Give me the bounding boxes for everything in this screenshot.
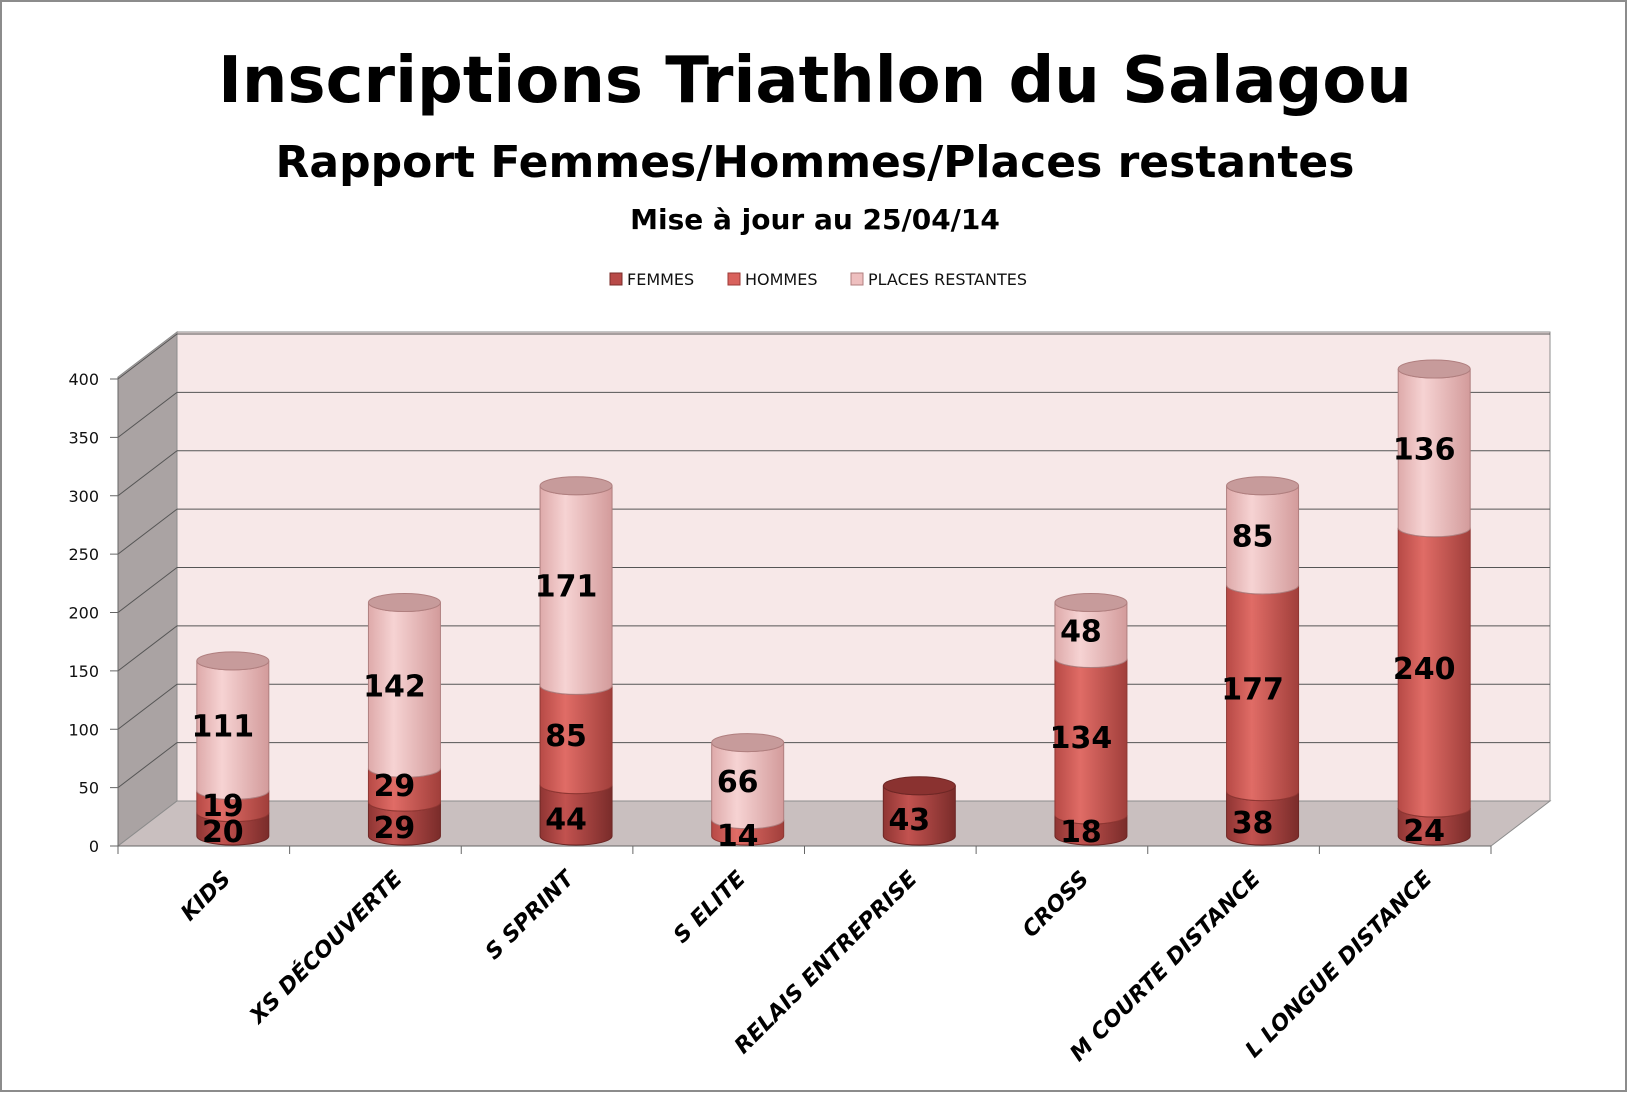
bar-top [539,476,613,496]
legend-swatch-femmes [609,272,623,286]
y-tick-label: 50 [79,779,99,798]
x-tick-label: XS DÉCOUVERTE [243,866,407,1030]
bar-top [882,776,956,796]
gridline-side [117,508,178,555]
legend-label-hommes: HOMMES [745,270,818,289]
bar-top [196,651,270,671]
x-tick-label: L LONGUE DISTANCE [1241,867,1437,1063]
bar-segment [196,651,270,800]
chart-update-date: Mise à jour au 25/04/14 [630,203,1000,236]
data-label: 24 [1403,814,1445,849]
y-tick-label: 150 [68,662,99,681]
data-label: 48 [1060,615,1102,650]
bar-segment [711,733,785,830]
data-label: 134 [1050,721,1113,756]
data-label: 85 [1232,519,1274,554]
bar-top [1397,359,1471,379]
data-label: 171 [535,570,598,605]
bar-top [367,593,441,612]
x-tick-label: RELAIS ENTREPRISE [730,867,923,1060]
data-label: 19 [202,789,244,824]
data-label: 111 [192,710,255,745]
gridline-side [117,742,178,789]
data-label: 18 [1060,815,1102,850]
gridlines [117,333,1550,789]
gridline-side [117,450,178,497]
data-label: 136 [1393,432,1456,467]
data-label: 142 [363,669,426,704]
legend: FEMMES HOMMES PLACES RESTANTES [609,270,1027,289]
legend-swatch-hommes [727,272,741,286]
data-label: 66 [717,765,759,800]
data-label: 29 [374,769,416,804]
bar-segment [367,593,441,778]
bar-segment [1054,593,1128,669]
data-label: 38 [1232,806,1274,841]
gridline-side [117,391,178,438]
data-label: 177 [1221,672,1284,707]
y-tick-label: 0 [89,837,99,856]
chart-subtitle: Rapport Femmes/Hommes/Places restantes [276,137,1355,188]
y-tick-label: 400 [68,370,99,389]
legend-swatch-places-restantes [850,272,864,286]
floor [116,800,1552,847]
data-label: 240 [1393,652,1456,687]
bar-top [1054,593,1128,612]
y-tick-label: 250 [68,545,99,564]
data-label: 85 [545,719,587,754]
bar-segment [882,776,956,846]
y-axis: 0 50 100 150 200 250 300 350 400 [68,370,119,856]
x-tick-label: M COURTE DISTANCE [1066,867,1266,1067]
gridline-side [117,625,178,672]
bar-segment [539,476,613,695]
legend-label-places-restantes: PLACES RESTANTES [868,270,1027,289]
bar-segment [1397,359,1471,538]
y-tick-label: 350 [68,428,99,447]
chart-title: Inscriptions Triathlon du Salagou [218,44,1412,118]
x-tick-label: S SPRINT [481,865,581,965]
side-wall [117,330,178,848]
x-tick-label: KIDS [176,867,236,927]
bar-top [711,733,785,753]
data-label: 44 [545,802,587,837]
y-tick-label: 100 [68,720,99,739]
y-tick-label: 200 [68,604,99,623]
bars [196,359,1471,846]
data-label: 14 [717,819,759,854]
data-label: 29 [374,811,416,846]
x-tick-label: CROSS [1018,867,1094,943]
data-label: 43 [888,803,930,838]
gridline-side [117,333,178,380]
data-label: 20 [202,815,244,850]
legend-label-femmes: FEMMES [627,270,694,289]
gridline-side [117,683,178,730]
y-tick-label: 300 [68,487,99,506]
x-tick-label: S ELITE [669,867,751,949]
bar-segment [1226,476,1300,595]
bar-top [1226,476,1300,496]
gridline-side [117,567,178,613]
